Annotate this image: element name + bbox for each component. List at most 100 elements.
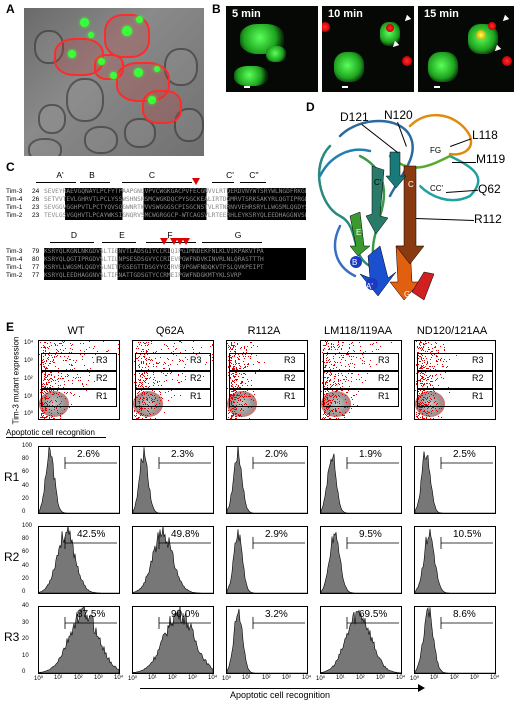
dotplot-event — [143, 393, 145, 395]
dotplot-event — [73, 376, 75, 378]
dotplot-event — [421, 380, 423, 382]
histogram-r2-wt: 42.5% — [38, 525, 120, 594]
dotplot-event — [232, 396, 234, 398]
dotplot-event — [56, 411, 58, 413]
dotplot-event — [138, 357, 140, 359]
dotplot-event — [43, 386, 45, 388]
dotplot-event — [338, 368, 340, 370]
sequence-row: SETVVTEVLGHRVTLPCLYSSWSHNSNSMCWGKDQCPYSG… — [44, 196, 306, 204]
dotplot-event — [430, 354, 432, 356]
dotplot-event — [419, 348, 421, 350]
dotplot-event — [45, 372, 47, 374]
dotplot-event — [152, 378, 154, 380]
dotplot-event — [418, 347, 420, 349]
dotplot-event — [139, 372, 141, 374]
dotplot-event — [337, 408, 339, 410]
dotplot-event — [69, 358, 71, 360]
dotplot-event — [150, 393, 152, 395]
column-header-nd120-121aa: ND120/121AA — [416, 325, 488, 337]
dotplot-event — [424, 405, 426, 407]
dotplot-event — [326, 373, 328, 375]
dotplot-event — [243, 395, 245, 397]
dotplot-event — [423, 367, 425, 369]
dotplot-event — [429, 397, 431, 399]
dotplot-event — [152, 398, 154, 400]
dotplot-event — [239, 368, 241, 370]
gate-label: R2 — [95, 373, 109, 383]
dotplot-event — [338, 341, 340, 343]
dotplot-event — [53, 377, 55, 379]
dotplot-event — [143, 375, 145, 377]
dotplot-event — [239, 414, 241, 416]
dotplot-event — [235, 354, 237, 356]
dotplot-event — [328, 406, 330, 408]
dotplot-event — [41, 384, 43, 386]
dotplot-event — [336, 417, 338, 419]
dotplot-event — [70, 344, 72, 346]
dotplot-event — [416, 408, 418, 410]
panel-b-frame-1: 5 min — [226, 6, 318, 92]
dotplot-event — [328, 346, 330, 348]
dotplot-wt: R3 R2 R1 — [38, 340, 120, 420]
gate-marker — [252, 537, 305, 549]
dotplot-event — [45, 384, 47, 386]
dotplot-event — [243, 355, 245, 357]
dotplot-event — [435, 341, 437, 343]
dotplot-event — [332, 392, 334, 394]
dotplot-event — [140, 414, 142, 416]
dotplot-event — [233, 374, 235, 376]
dotplot-event — [235, 368, 237, 370]
dotplot-event — [50, 380, 52, 382]
dotplot-event — [332, 411, 334, 413]
dotplot-event — [420, 400, 422, 402]
dotplot-event — [180, 341, 182, 343]
dotplot-event — [183, 366, 185, 368]
dotplot-event — [76, 376, 78, 378]
dotplot-event — [42, 418, 44, 419]
dotplot-event — [241, 354, 243, 356]
dotplot-event — [443, 349, 445, 351]
dotplot-event — [241, 404, 243, 406]
dotplot-event — [425, 341, 427, 343]
panel-c-label: C — [6, 160, 15, 174]
gate-r3 — [323, 353, 399, 371]
dotplot-event — [65, 398, 67, 400]
dotplot-event — [63, 341, 65, 343]
dotplot-event — [136, 396, 137, 398]
histogram-y-tick: 40 — [22, 603, 29, 609]
dotplot-event — [51, 373, 53, 375]
dotplot-event — [231, 401, 233, 403]
dotplot-event — [428, 349, 430, 351]
dotplot-event — [240, 387, 242, 389]
dotplot-event — [238, 354, 240, 356]
dotplot-event — [232, 367, 233, 369]
dotplot-event — [232, 383, 234, 385]
dotplot-event — [418, 404, 420, 406]
dotplot-event — [357, 404, 359, 406]
dotplot-event — [328, 400, 330, 402]
dotplot-event — [143, 392, 145, 394]
dotplot-event — [42, 385, 44, 387]
dotplot-event — [230, 417, 232, 419]
dotplot-event — [418, 403, 420, 405]
dotplot-event — [252, 396, 254, 398]
dotplot-event — [60, 351, 62, 353]
dotplot-event — [158, 390, 160, 392]
dotplot-event — [235, 348, 237, 350]
dotplot-event — [237, 386, 239, 388]
dotplot-event — [327, 408, 329, 410]
dotplot-event — [332, 384, 334, 386]
dotplot-event — [229, 362, 231, 364]
dotplot-event — [179, 359, 181, 361]
dotplot-event — [137, 411, 139, 413]
dotplot-event — [335, 411, 337, 413]
dotplot-event — [416, 416, 418, 418]
dotplot-event — [107, 350, 109, 352]
dotplot-event — [144, 403, 146, 405]
dotplot-event — [75, 359, 77, 361]
dotplot-event — [240, 403, 242, 405]
dotplot-event — [158, 363, 160, 365]
dotplot-event — [232, 349, 234, 351]
dotplot-event — [335, 403, 337, 405]
dotplot-event — [431, 351, 433, 353]
